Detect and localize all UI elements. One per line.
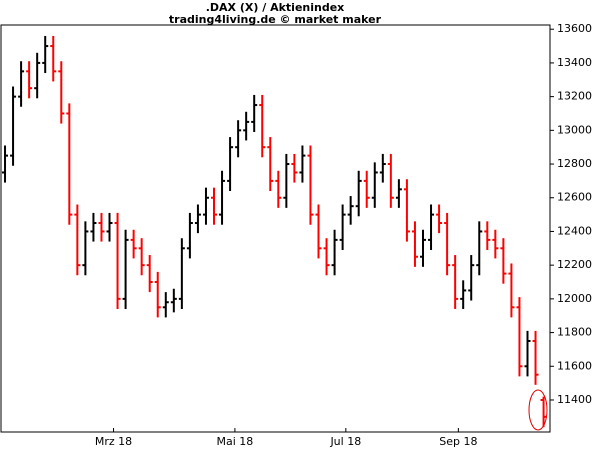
y-tick-label: 12600 bbox=[557, 191, 592, 204]
y-tick-label: 11600 bbox=[557, 359, 592, 372]
y-tick-label: 12400 bbox=[557, 224, 592, 237]
x-tick-label: Sep 18 bbox=[439, 435, 477, 448]
plot-frame bbox=[0, 24, 551, 433]
y-tick-label: 13400 bbox=[557, 56, 592, 69]
x-tick-label: Jul 18 bbox=[329, 435, 361, 448]
highlight-ellipse bbox=[528, 389, 548, 431]
y-tick-label: 13000 bbox=[557, 123, 592, 136]
x-tick-label: Mrz 18 bbox=[95, 435, 132, 448]
chart-title: .DAX (X) / Aktienindex bbox=[206, 1, 345, 14]
y-tick-label: 13600 bbox=[557, 22, 592, 35]
y-tick-label: 13200 bbox=[557, 90, 592, 103]
y-tick-label: 12200 bbox=[557, 258, 592, 271]
y-tick-label: 11400 bbox=[557, 393, 592, 406]
y-tick-label: 12800 bbox=[557, 157, 592, 170]
chart-subtitle: trading4living.de © market maker bbox=[169, 13, 382, 26]
y-tick-label: 12000 bbox=[557, 292, 592, 305]
x-tick-label: Mai 18 bbox=[217, 435, 254, 448]
y-tick-label: 11800 bbox=[557, 326, 592, 339]
